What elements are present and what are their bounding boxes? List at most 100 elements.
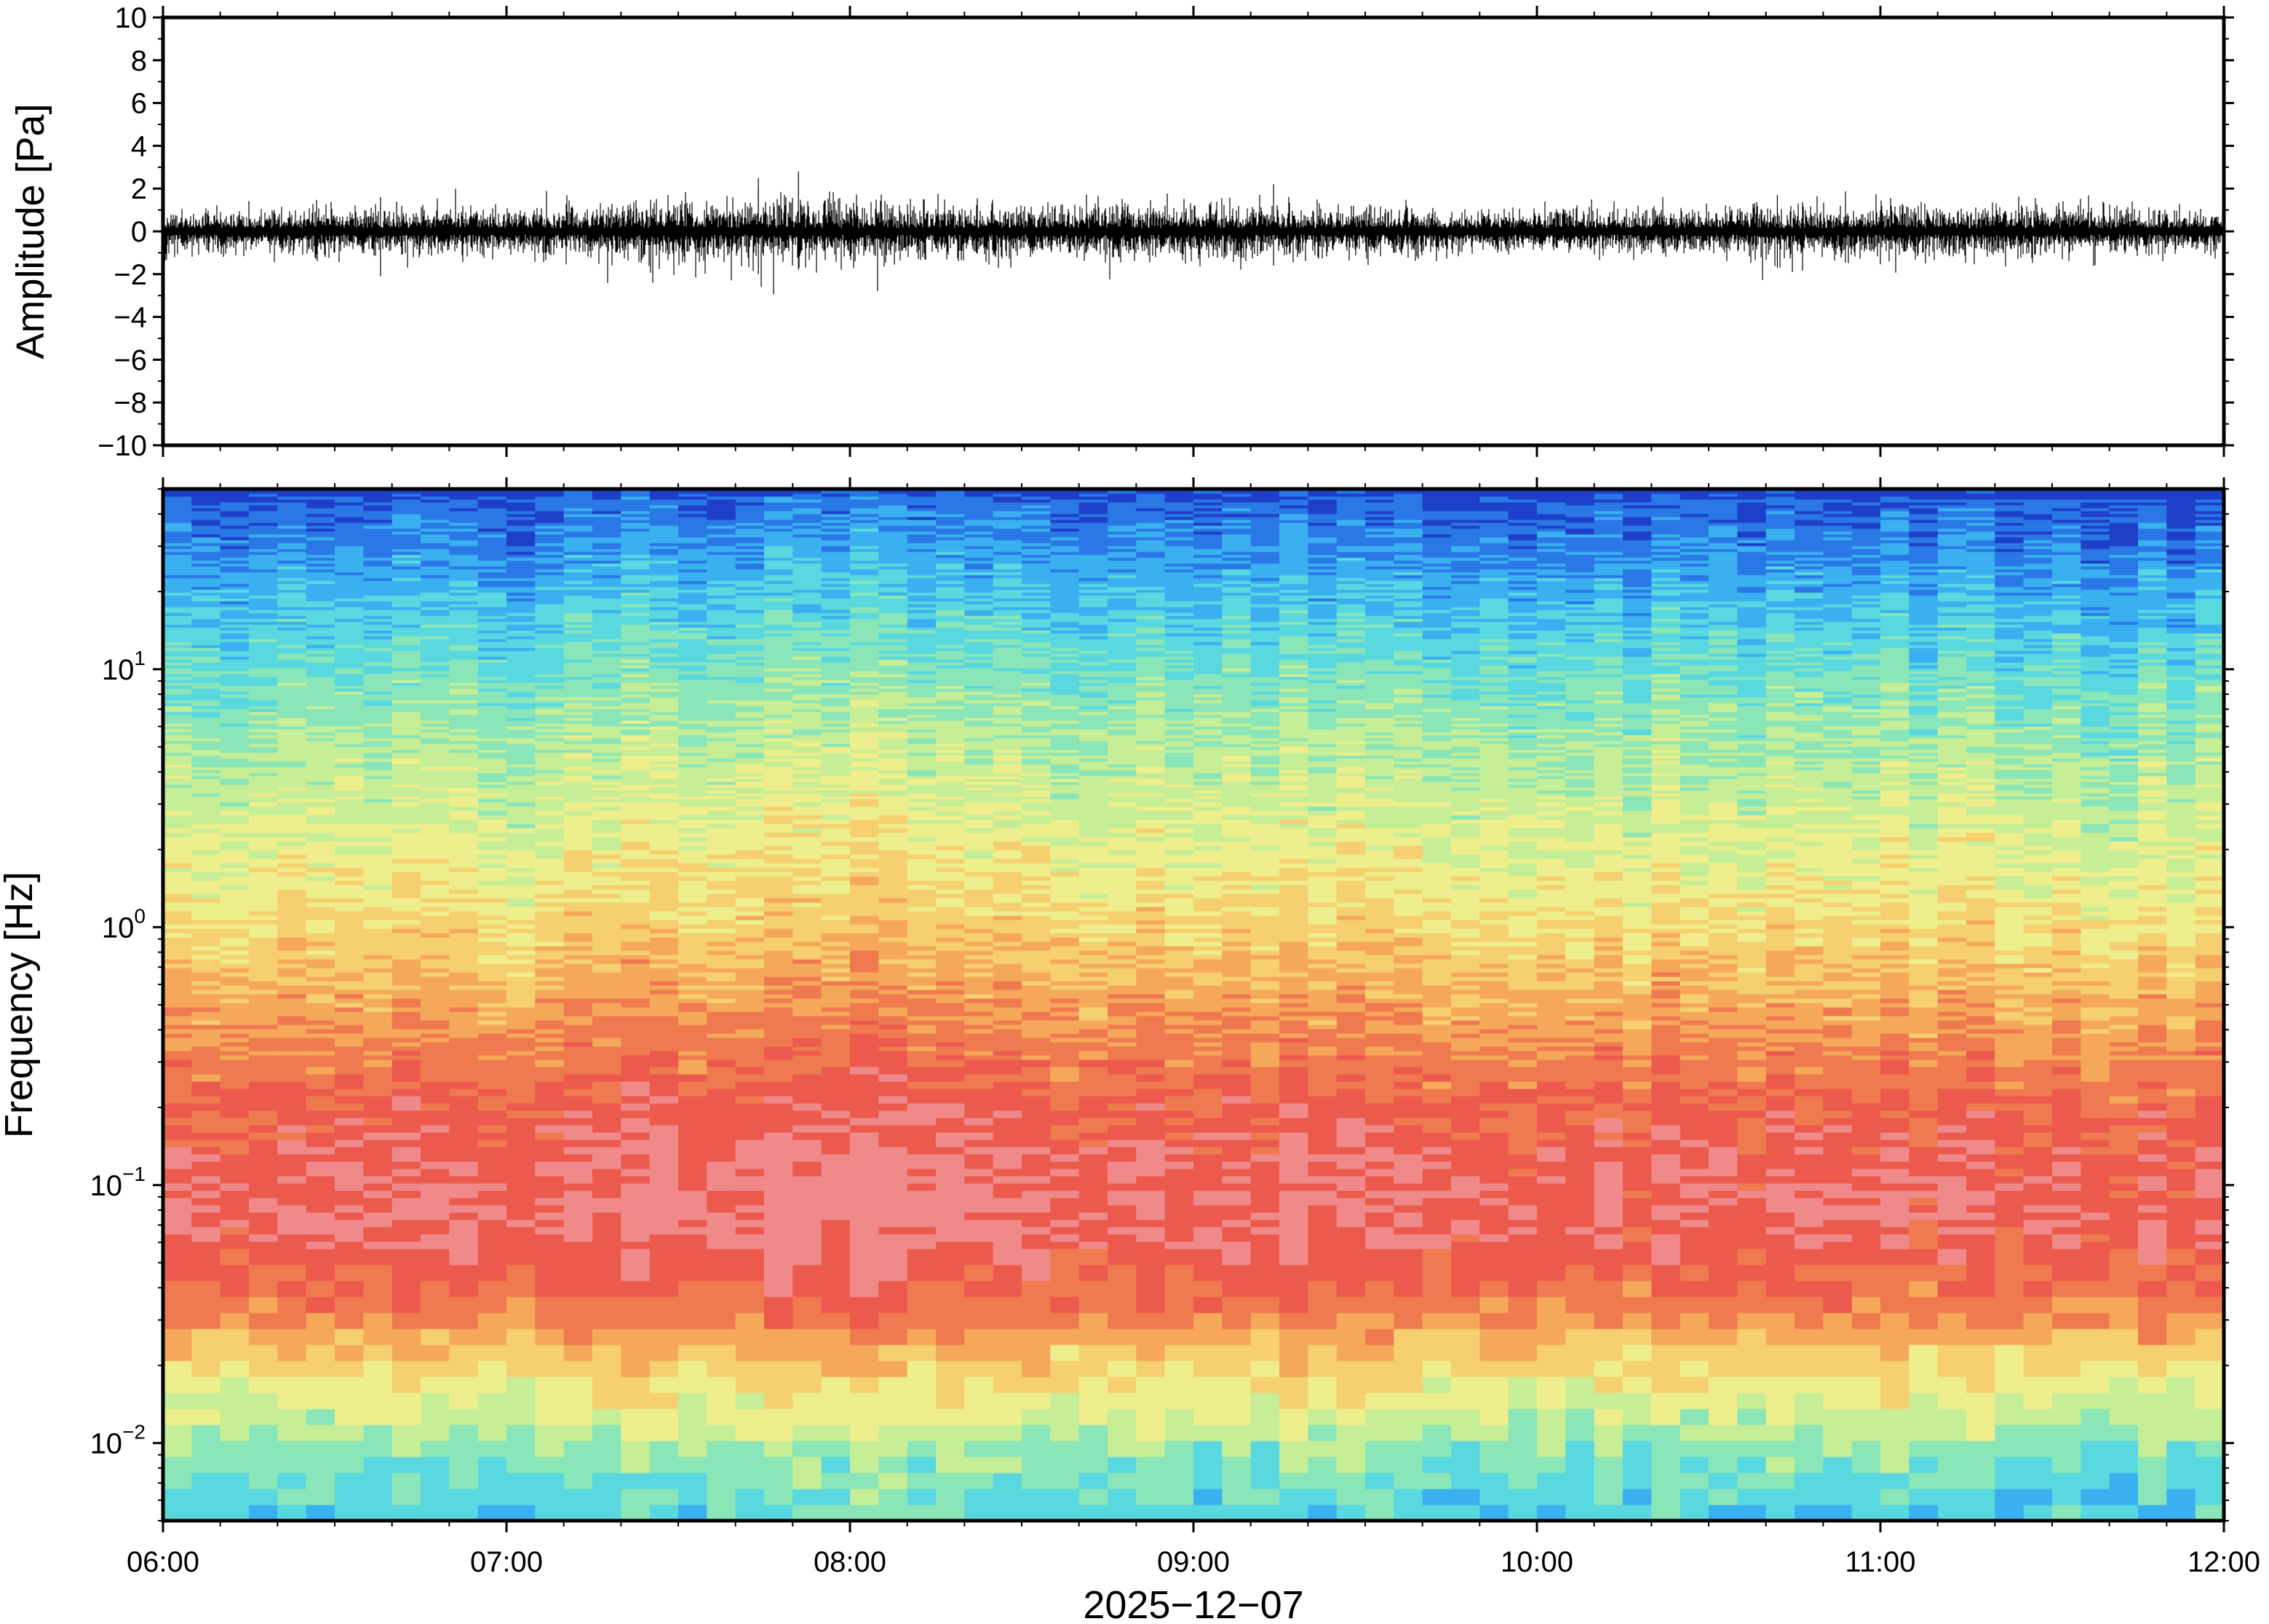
spectrogram-cell bbox=[792, 627, 822, 631]
spectrogram-cell bbox=[392, 773, 421, 776]
spectrogram-cell bbox=[249, 677, 279, 680]
spectrogram-cell bbox=[764, 928, 794, 934]
spectrogram-cell bbox=[649, 1029, 679, 1034]
spectrogram-cell bbox=[621, 554, 651, 558]
spectrogram-cell bbox=[592, 796, 622, 800]
spectrogram-cell bbox=[392, 1219, 421, 1227]
spectrogram-cell bbox=[421, 723, 450, 727]
spectrogram-cell bbox=[335, 671, 365, 674]
spectrogram-cell bbox=[363, 738, 393, 741]
spectrogram-cell bbox=[477, 758, 507, 762]
spectrogram-cell bbox=[277, 566, 307, 570]
spectrogram-cell bbox=[535, 1007, 565, 1012]
spectrogram-cell bbox=[649, 668, 679, 672]
spectrogram-cell bbox=[449, 1042, 479, 1047]
spectrogram-cell bbox=[392, 534, 421, 538]
spectrogram-cell bbox=[792, 1020, 822, 1025]
spectrogram-cell bbox=[707, 1161, 736, 1169]
spectrogram-cell bbox=[477, 1393, 507, 1409]
spectrogram-cell bbox=[592, 671, 622, 674]
spectrogram-cell bbox=[249, 1067, 279, 1075]
spectrogram-cell bbox=[163, 1020, 193, 1025]
spectrogram-cell bbox=[735, 1219, 765, 1227]
spectrogram-cell bbox=[220, 752, 250, 756]
spectrogram-cell bbox=[363, 595, 393, 599]
spectrogram-cell bbox=[477, 1055, 507, 1060]
spectrogram-cell bbox=[335, 933, 365, 938]
spectrogram-cell bbox=[335, 793, 365, 797]
spectrogram-cell bbox=[191, 537, 221, 541]
spectrogram-cell bbox=[421, 1074, 450, 1082]
spectrogram-cell bbox=[678, 598, 708, 602]
spectrogram-cell bbox=[220, 557, 250, 561]
spectrogram-cell bbox=[821, 872, 851, 877]
spectrogram-cell bbox=[335, 674, 365, 677]
spectrogram-cell bbox=[735, 898, 765, 903]
spectrogram-cell bbox=[306, 1297, 335, 1313]
spectrogram-cell bbox=[191, 1059, 221, 1067]
spectrogram-cell bbox=[477, 784, 507, 788]
spectrogram-cell bbox=[306, 624, 335, 628]
spectrogram-cell bbox=[163, 815, 193, 820]
spectrogram-cell bbox=[277, 1183, 307, 1191]
spectrogram-cell bbox=[621, 976, 651, 982]
spectrogram-cell bbox=[792, 799, 822, 803]
spectrogram-cell bbox=[621, 682, 651, 686]
spectrogram-cell bbox=[335, 815, 365, 820]
spectrogram-cell bbox=[191, 601, 221, 605]
spectrogram-cell bbox=[277, 867, 307, 872]
spectrogram-cell bbox=[335, 665, 365, 669]
spectrogram-cell bbox=[735, 799, 765, 803]
spectrogram-cell bbox=[506, 601, 536, 605]
spectrogram-cell bbox=[421, 755, 450, 759]
spectrogram-cell bbox=[735, 706, 765, 709]
spectrogram-cell bbox=[163, 1241, 193, 1249]
spectrogram-cell bbox=[277, 712, 307, 715]
spectrogram-cell bbox=[707, 911, 736, 916]
spectrogram-cell bbox=[163, 557, 193, 561]
spectrogram-cell bbox=[621, 726, 651, 730]
spectrogram-cell bbox=[163, 694, 193, 698]
spectrogram-cell bbox=[249, 1219, 279, 1227]
spectrogram-cell bbox=[335, 1249, 365, 1265]
spectrogram-cell bbox=[163, 650, 193, 654]
spectrogram-cell bbox=[563, 514, 593, 517]
spectrogram-cell bbox=[506, 540, 536, 544]
spectrogram-cell bbox=[306, 584, 335, 587]
spectrogram-cell bbox=[163, 898, 193, 903]
spectrogram-cell bbox=[792, 598, 822, 602]
spectrogram-cell bbox=[764, 735, 794, 739]
spectrogram-cell bbox=[163, 1081, 193, 1089]
spectrogram-cell bbox=[306, 1473, 335, 1489]
spectrogram-cell bbox=[821, 972, 851, 977]
spectrogram-cell bbox=[649, 723, 679, 727]
spectrogram-cell bbox=[421, 990, 450, 995]
spectrogram-cell bbox=[277, 767, 307, 771]
spectrogram-cell bbox=[335, 928, 365, 934]
spectrogram-cell bbox=[421, 505, 450, 509]
spectrogram-cell bbox=[306, 1169, 335, 1177]
spectrogram-cell bbox=[707, 648, 736, 651]
spectrogram-cell bbox=[191, 645, 221, 648]
spectrogram-cell bbox=[220, 624, 250, 628]
spectrogram-cell bbox=[306, 659, 335, 663]
spectrogram-cell bbox=[277, 1067, 307, 1075]
spectrogram-cell bbox=[592, 729, 622, 733]
spectrogram-cell bbox=[306, 1313, 335, 1329]
spectrogram-cell bbox=[449, 688, 479, 692]
spectrogram-cell bbox=[277, 1059, 307, 1067]
spectrogram-cell bbox=[335, 618, 365, 622]
spectrogram-cell bbox=[392, 706, 421, 709]
amplitude-tick-label: 6 bbox=[131, 88, 147, 120]
spectrogram-cell bbox=[220, 627, 250, 631]
spectrogram-cell bbox=[335, 902, 365, 907]
spectrogram-cell bbox=[163, 520, 193, 523]
spectrogram-cell bbox=[621, 963, 651, 968]
spectrogram-cell bbox=[363, 764, 393, 768]
spectrogram-cell bbox=[707, 815, 736, 820]
spectrogram-cell bbox=[220, 928, 250, 934]
spectrogram-cell bbox=[249, 517, 279, 520]
spectrogram-cell bbox=[649, 902, 679, 907]
spectrogram-cell bbox=[191, 618, 221, 622]
spectrogram-cell bbox=[191, 1055, 221, 1060]
